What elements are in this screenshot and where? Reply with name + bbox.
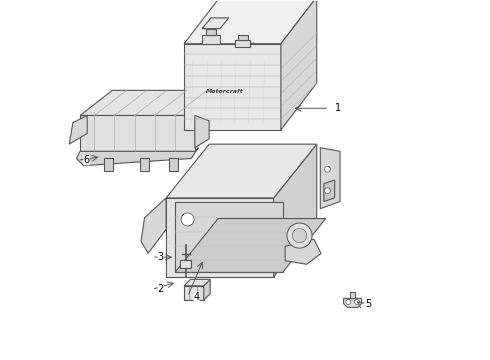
Text: 6: 6 (83, 155, 90, 165)
Polygon shape (184, 279, 210, 286)
Polygon shape (238, 35, 248, 40)
Polygon shape (104, 158, 113, 171)
Polygon shape (166, 198, 274, 277)
Polygon shape (274, 144, 317, 277)
Polygon shape (350, 292, 355, 298)
Polygon shape (166, 144, 317, 198)
Polygon shape (202, 35, 220, 44)
Text: o-: o- (252, 41, 256, 45)
Polygon shape (175, 219, 326, 273)
Circle shape (293, 228, 307, 243)
Polygon shape (343, 298, 362, 307)
Polygon shape (175, 202, 283, 273)
Circle shape (181, 213, 194, 226)
Polygon shape (320, 148, 340, 209)
Polygon shape (195, 116, 209, 148)
Text: 2: 2 (158, 284, 164, 294)
Polygon shape (285, 239, 321, 264)
Polygon shape (69, 116, 87, 144)
Text: Motorcraft: Motorcraft (206, 89, 244, 94)
Polygon shape (324, 180, 335, 202)
Polygon shape (180, 260, 191, 268)
Polygon shape (235, 40, 250, 47)
Polygon shape (140, 158, 149, 171)
Text: 3: 3 (158, 252, 164, 262)
Polygon shape (76, 148, 198, 166)
Polygon shape (80, 90, 227, 116)
Text: 4: 4 (194, 292, 199, 302)
Circle shape (324, 188, 330, 194)
Polygon shape (169, 158, 177, 171)
Circle shape (324, 166, 330, 172)
Text: 1: 1 (335, 103, 342, 113)
Polygon shape (80, 116, 195, 151)
Polygon shape (184, 286, 204, 300)
Circle shape (287, 223, 312, 248)
Polygon shape (204, 279, 210, 300)
Polygon shape (184, 0, 317, 44)
Text: 5: 5 (366, 299, 372, 309)
Polygon shape (184, 44, 281, 130)
Polygon shape (205, 29, 216, 35)
Circle shape (346, 300, 351, 305)
Polygon shape (141, 198, 166, 253)
Polygon shape (202, 18, 229, 29)
Polygon shape (281, 0, 317, 130)
Circle shape (354, 300, 359, 305)
